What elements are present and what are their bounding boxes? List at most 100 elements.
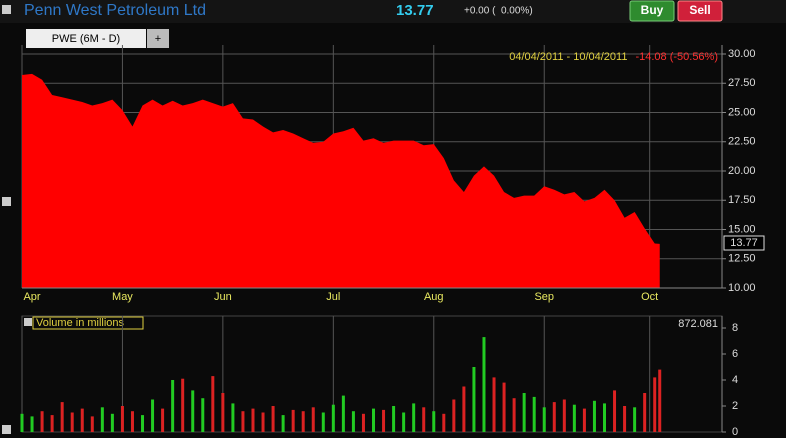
volume-bar (372, 408, 376, 432)
volume-bar (271, 406, 275, 432)
sell-button[interactable] (677, 0, 723, 22)
range-change: -14.08 (-50.56%) (635, 51, 718, 63)
y-tick-label: 2 (732, 400, 738, 412)
volume-bar (30, 416, 34, 432)
volume-bar (281, 415, 285, 432)
y-tick-label: 27.50 (728, 77, 756, 89)
volume-bar (50, 415, 54, 432)
volume-bar (201, 398, 205, 432)
volume-bar (141, 415, 145, 432)
volume-bar (251, 408, 255, 432)
y-tick-label: 20.00 (728, 165, 756, 177)
volume-bar (291, 409, 295, 432)
x-tick-label: Oct (641, 291, 658, 303)
y-tick-label: 6 (732, 348, 738, 360)
y-tick-label: 15.00 (728, 223, 756, 235)
volume-bar (130, 411, 134, 432)
volume-bar (653, 377, 657, 432)
price-area (22, 73, 660, 288)
add-tab[interactable] (147, 29, 169, 48)
volume-bar (422, 407, 426, 432)
volume-bar (532, 396, 536, 432)
volume-bar (623, 406, 627, 432)
volume-bar (311, 407, 315, 432)
volume-bar (351, 411, 355, 432)
volume-bar (643, 393, 647, 432)
volume-bar (392, 406, 396, 432)
volume-bar (382, 409, 386, 432)
volume-bar (80, 408, 84, 432)
volume-bar (402, 412, 406, 432)
volume-legend: Volume in millions (36, 317, 125, 329)
volume-bar (542, 407, 546, 432)
volume-bar (171, 380, 175, 432)
side-icon[interactable] (2, 197, 11, 206)
volume-bar (90, 416, 94, 432)
volume-bar (40, 411, 44, 432)
volume-bar (321, 412, 325, 432)
x-tick-label: May (112, 291, 133, 303)
volume-bar (613, 390, 617, 432)
y-tick-label: 0 (732, 426, 738, 438)
volume-bar (482, 337, 486, 432)
volume-bar (633, 407, 637, 432)
volume-bar (70, 412, 74, 432)
volume-bar (20, 413, 24, 432)
volume-bar (462, 386, 466, 432)
volume-bar (592, 400, 596, 432)
x-tick-label: Aug (424, 291, 444, 303)
volume-bar (572, 404, 576, 432)
x-tick-label: Jul (326, 291, 340, 303)
volume-bar (161, 408, 165, 432)
volume-bar (522, 393, 526, 432)
y-tick-label: 17.50 (728, 194, 756, 206)
date-range: 04/04/2011 - 10/04/2011 (509, 51, 627, 63)
volume-legend-box (32, 316, 144, 330)
volume-bar (361, 413, 365, 432)
x-tick-label: Jun (214, 291, 232, 303)
volume-bar (602, 403, 606, 432)
volume-bar (181, 378, 185, 432)
volume-bar (562, 399, 566, 432)
stock-name: Penn West Petroleum Ltd (24, 2, 206, 19)
x-tick-label: Sep (534, 291, 554, 303)
volume-bar (442, 413, 446, 432)
close-icon[interactable] (24, 318, 32, 326)
tab[interactable] (26, 29, 146, 48)
volume-bar (452, 399, 456, 432)
stock-change: +0.00 ( 0.00%) (464, 6, 533, 17)
volume-bar (100, 407, 104, 432)
volume-bar (211, 376, 215, 432)
volume-bar (552, 402, 556, 432)
y-tick-label: 30.00 (728, 48, 756, 60)
volume-bar (582, 408, 586, 432)
collapse-icon[interactable] (2, 5, 11, 14)
last-price-box (723, 235, 765, 251)
x-tick-label: Apr (23, 291, 40, 303)
volume-bar (221, 393, 225, 432)
volume-bar (241, 411, 245, 432)
volume-bar (231, 403, 235, 432)
volume-bar (472, 367, 476, 432)
buy-button[interactable] (629, 0, 675, 22)
volume-bar (412, 403, 416, 432)
volume-bar (512, 398, 516, 432)
y-tick-label: 8 (732, 322, 738, 334)
volume-bar (151, 399, 155, 432)
y-tick-label: 25.00 (728, 106, 756, 118)
tab-label[interactable]: PWE (6M - D) (52, 33, 120, 45)
add-tab-label[interactable]: + (155, 33, 161, 45)
side-icon[interactable] (2, 425, 11, 434)
volume-bar (120, 406, 124, 432)
y-tick-label: 12.50 (728, 253, 756, 265)
volume-bar (341, 395, 345, 432)
y-tick-label: 22.50 (728, 136, 756, 148)
volume-bar (301, 411, 305, 432)
sell-label[interactable]: Sell (689, 3, 710, 17)
y-tick-label: 10.00 (728, 282, 756, 294)
volume-bar (191, 390, 195, 432)
header-bar (0, 0, 786, 23)
buy-label[interactable]: Buy (641, 3, 664, 17)
volume-last: 872.081 (678, 318, 718, 330)
